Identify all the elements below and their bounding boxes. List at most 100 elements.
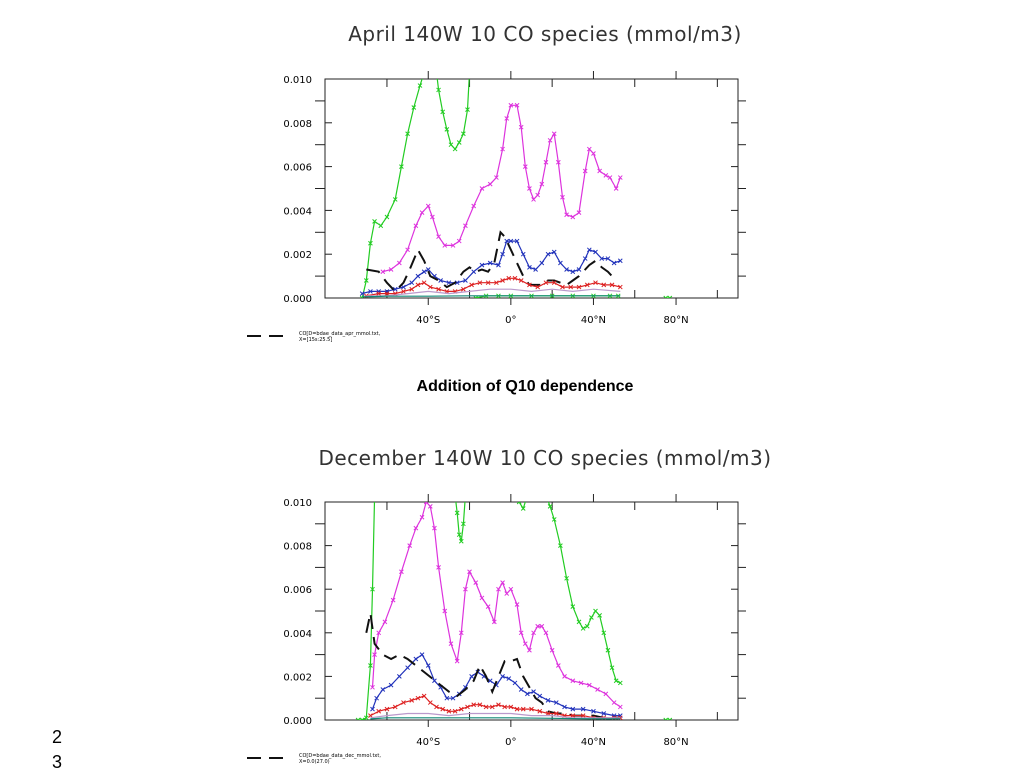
data-point-0 <box>452 146 458 152</box>
data-point-1 <box>603 173 609 178</box>
data-point-1 <box>522 641 528 647</box>
y-tick-label: 0.006 <box>283 163 312 174</box>
data-point-1 <box>467 569 472 575</box>
data-point-1 <box>522 164 528 169</box>
data-point-2 <box>454 280 460 286</box>
data-point-1 <box>479 186 485 191</box>
legend-label: CO[D=bdae_data_apr_mmol.txt, <box>299 331 381 337</box>
data-point-1 <box>570 214 576 220</box>
data-point-4 <box>580 713 586 718</box>
data-point-4 <box>483 704 489 710</box>
data-point-2 <box>479 262 485 268</box>
x-tick-label: 0° <box>505 737 516 748</box>
data-point-0 <box>584 623 590 629</box>
data-point-2 <box>425 267 431 272</box>
data-point-2 <box>425 663 431 668</box>
y-tick-label: 0.010 <box>283 498 312 509</box>
data-point-4 <box>469 282 474 288</box>
data-point-1 <box>543 159 549 165</box>
data-point-4 <box>458 706 464 712</box>
data-point-4 <box>401 289 406 294</box>
data-point-1 <box>535 623 541 629</box>
data-point-2 <box>432 678 437 684</box>
data-point-1 <box>382 619 388 625</box>
data-point-2 <box>487 260 493 266</box>
data-point-0 <box>372 218 377 224</box>
data-point-0 <box>417 83 423 88</box>
series-line-6 <box>362 295 621 298</box>
data-point-1 <box>586 682 592 688</box>
page-number-line: 3 <box>52 752 63 772</box>
data-point-0 <box>576 619 582 625</box>
data-point-4 <box>617 284 623 290</box>
series-group <box>355 493 673 720</box>
data-point-1 <box>508 102 514 108</box>
data-point-1 <box>376 630 382 636</box>
data-point-2 <box>471 269 477 275</box>
series-line-0 <box>436 79 470 151</box>
data-point-2 <box>512 680 518 686</box>
data-point-0 <box>580 626 586 631</box>
data-point-0 <box>551 517 557 522</box>
data-point-2 <box>359 291 365 296</box>
data-point-2 <box>514 238 520 244</box>
y-tick-label: 0.004 <box>283 629 312 640</box>
data-point-2 <box>469 674 474 679</box>
data-point-2 <box>591 708 596 714</box>
series-line-3 <box>365 612 621 719</box>
data-point-1 <box>473 580 479 586</box>
data-point-1 <box>527 186 532 191</box>
data-point-1 <box>504 116 510 121</box>
data-point-1 <box>413 525 419 531</box>
data-point-4 <box>601 282 607 288</box>
data-point-4 <box>368 713 373 718</box>
data-point-1 <box>551 131 557 137</box>
data-point-0 <box>405 131 410 137</box>
data-point-1 <box>613 186 619 191</box>
y-tick-label: 0.002 <box>283 672 312 683</box>
data-point-4 <box>427 284 433 290</box>
data-point-2 <box>525 691 530 697</box>
data-point-1 <box>491 619 497 625</box>
data-point-0 <box>570 604 576 609</box>
data-point-1 <box>595 687 600 692</box>
data-point-0 <box>440 109 446 115</box>
data-point-2 <box>545 251 551 257</box>
data-point-1 <box>372 652 377 657</box>
data-point-0 <box>544 493 548 497</box>
data-point-4 <box>576 284 582 290</box>
data-point-2 <box>444 695 450 701</box>
data-point-0 <box>454 510 460 516</box>
data-point-4 <box>609 282 615 288</box>
series-group <box>359 79 673 298</box>
data-point-1 <box>547 137 553 143</box>
data-point-1 <box>390 597 396 603</box>
data-point-2 <box>576 267 582 272</box>
data-point-1 <box>370 684 375 690</box>
y-tick-label: 0.006 <box>283 585 312 596</box>
data-point-1 <box>531 197 536 202</box>
data-point-4 <box>376 291 382 296</box>
data-point-1 <box>425 203 431 209</box>
data-point-1 <box>419 514 425 520</box>
data-point-2 <box>599 256 605 261</box>
data-point-2 <box>593 249 598 255</box>
data-point-4 <box>506 275 512 281</box>
data-point-1 <box>555 663 561 668</box>
data-point-0 <box>392 197 398 202</box>
data-point-2 <box>617 258 623 264</box>
data-point-1 <box>442 608 448 614</box>
data-point-1 <box>479 595 485 601</box>
data-point-2 <box>506 676 512 681</box>
chart-plot-area: 0.000 0.002 0.004 0.006 0.008 0.010 40°S 0° 40°N… <box>247 493 746 765</box>
series-line-0 <box>547 502 621 684</box>
x-tick-label: 0° <box>505 315 516 326</box>
data-point-0 <box>411 105 417 110</box>
data-point-4 <box>471 702 477 708</box>
data-point-4 <box>446 708 452 714</box>
data-point-2 <box>558 260 563 266</box>
data-point-0 <box>564 575 569 581</box>
data-point-1 <box>454 658 460 664</box>
y-tick-label: 0.010 <box>283 75 312 86</box>
data-point-0 <box>547 504 553 509</box>
